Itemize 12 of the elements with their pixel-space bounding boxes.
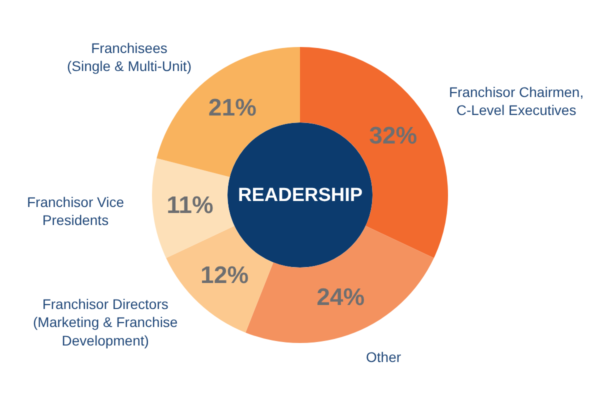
data-label: 12% [200, 262, 249, 289]
data-label: 11% [166, 192, 214, 219]
slice-label: Franchisor Chairmen, C-Level Executives [449, 84, 584, 118]
text: READERSHIP [238, 185, 363, 206]
slice-label: Franchisor Vice Presidents [27, 194, 124, 228]
data-label: 24% [316, 284, 365, 312]
donut-slice [152, 158, 234, 258]
data-label: 21% [208, 94, 256, 122]
slice-label: Franchisees (Single & Multi-Unit) [67, 40, 192, 74]
data-label: 32% [369, 122, 418, 150]
slice-label: Franchisor Directors (Marketing & Franchise Development) [33, 296, 178, 348]
slice-label: Other [366, 349, 402, 365]
